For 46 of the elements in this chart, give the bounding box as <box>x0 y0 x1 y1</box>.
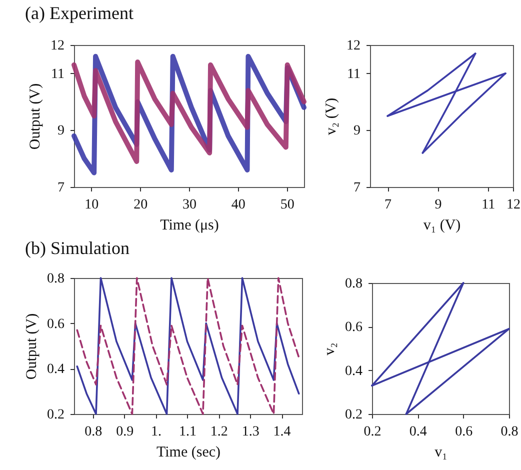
x-tick-label: 0.9 <box>116 424 134 440</box>
x-tick-label: 0.2 <box>364 424 382 440</box>
x-tick-label: 0.8 <box>84 424 102 440</box>
y-tick-label: 0.4 <box>47 362 64 378</box>
chart-title: (a) Experiment <box>25 3 134 24</box>
x-tick-label: 7 <box>384 198 392 212</box>
y-axis-title: Output (V) <box>28 83 44 150</box>
x-tick-label: 1. <box>151 424 162 440</box>
x-tick-label: 12 <box>506 198 520 212</box>
y-tick-label: 9 <box>58 124 64 139</box>
y-tick-label: 7 <box>58 180 64 196</box>
y-tick-label: 0.4 <box>345 364 362 379</box>
x-tick-label: 0.4 <box>409 424 427 440</box>
y-tick-label: 0.2 <box>47 408 64 422</box>
y-axis-title: Output (V) <box>24 313 40 380</box>
y-tick-label: 0.8 <box>47 272 64 286</box>
y-axis-title: v₂ (V) <box>324 98 340 136</box>
y-tick-label: 0.8 <box>345 276 362 292</box>
x-axis-title: v₁ (V) <box>423 218 461 234</box>
x-tick-label: 1.3 <box>242 424 260 440</box>
x-tick-label: 50 <box>280 198 294 212</box>
y-tick-label: 0.6 <box>345 320 362 336</box>
x-tick-label: 30 <box>182 198 196 212</box>
chart-title: (b) Simulation <box>25 238 130 259</box>
x-axis-title: Time (μs) <box>160 218 219 234</box>
y-tick-label: 11 <box>51 66 64 82</box>
x-axis-title: Time (sec) <box>156 444 221 460</box>
y-tick-label: 0.2 <box>345 408 362 422</box>
y-tick-label: 12 <box>50 38 64 54</box>
y-axis-title: v₂ <box>322 342 338 356</box>
x-tick-label: 1.4 <box>273 424 291 440</box>
y-tick-label: 12 <box>346 38 360 54</box>
x-tick-label: 10 <box>84 198 99 212</box>
x-tick-label: 11 <box>482 198 496 212</box>
x-axis-title: v₁ <box>434 444 448 460</box>
y-tick-label: 7 <box>354 180 360 196</box>
x-tick-label: 9 <box>434 198 442 212</box>
x-tick-label: 40 <box>231 198 246 212</box>
x-tick-label: 0.8 <box>500 424 518 440</box>
x-tick-label: 0.6 <box>455 424 473 440</box>
y-tick-label: 9 <box>354 124 360 139</box>
x-tick-label: 1.1 <box>178 424 196 440</box>
x-tick-label: 1.2 <box>210 424 228 440</box>
y-tick-label: 11 <box>347 66 360 82</box>
y-tick-label: 0.6 <box>47 316 64 332</box>
x-tick-label: 20 <box>134 198 148 212</box>
